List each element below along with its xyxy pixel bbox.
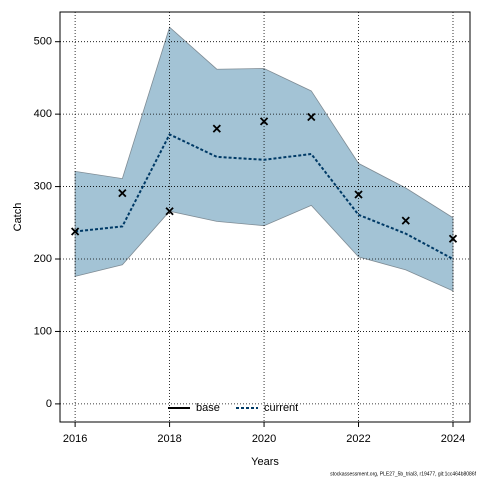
x-tick-label: 2020 (252, 433, 276, 445)
legend-label: base (196, 402, 220, 414)
y-tick-label: 500 (34, 36, 52, 48)
point (401, 216, 410, 225)
y-tick-label: 200 (34, 253, 52, 265)
footer: stockassessment.org, PLE27_5b_trial3, r1… (330, 471, 477, 477)
point (448, 234, 458, 243)
x-axis-label: Years (251, 456, 279, 468)
y-axis-label: Catch (12, 203, 24, 232)
x-tick-label: 2022 (346, 433, 370, 445)
point (70, 227, 80, 236)
y-tick-label: 400 (34, 108, 52, 120)
x-tick-label: 2016 (63, 433, 87, 445)
point (307, 112, 316, 122)
legend-label: current (264, 402, 298, 414)
point (212, 124, 221, 133)
point (354, 190, 363, 199)
point (259, 117, 269, 126)
point (165, 207, 174, 216)
x-tick-label: 2018 (157, 433, 181, 445)
y-tick-label: 0 (46, 398, 52, 410)
x-tick-label: 2024 (441, 433, 465, 445)
point (118, 188, 127, 198)
series-line (75, 133, 454, 260)
y-tick-label: 300 (34, 180, 52, 192)
y-tick-label: 100 (34, 325, 52, 337)
plot-frame (59, 11, 471, 423)
